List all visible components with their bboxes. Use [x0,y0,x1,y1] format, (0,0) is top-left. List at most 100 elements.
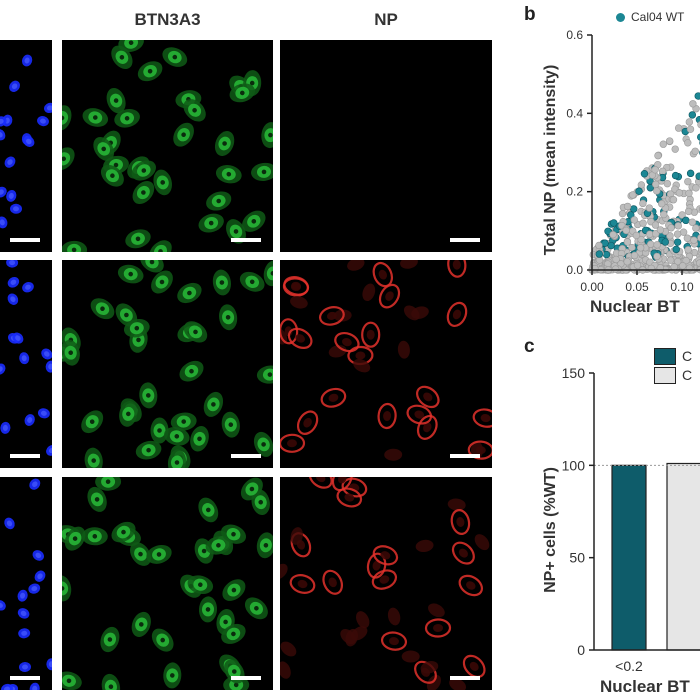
cell [0,421,11,434]
cell [4,156,16,168]
scale-bar [231,676,261,680]
cell [287,327,313,349]
image-panel-r2-btn3a3 [62,260,273,468]
cell [428,603,445,618]
cell [81,527,108,546]
scatter-point [654,151,662,160]
cell [229,83,256,103]
cell [221,411,240,438]
cell [401,650,420,663]
cell [137,61,163,82]
cell [320,387,347,408]
cell [9,80,21,92]
scatter-point [682,216,690,225]
x-tick-label: 0.05 [625,280,649,294]
y-tick-label: 0 [577,642,585,658]
cell [0,128,6,141]
cell [334,331,360,353]
cell [347,260,365,271]
scatter-point [694,92,700,100]
cell [216,609,235,635]
cell [0,600,6,611]
scatter-point [684,246,692,254]
y-tick-label: 0.0 [566,263,583,277]
scatter-point [656,226,665,234]
cell [6,260,19,268]
scatter-point [665,137,674,145]
cell [62,240,88,252]
cell [163,662,182,689]
scatter-point [688,111,697,119]
cell [406,404,433,425]
cell [296,410,319,435]
scatter-point [653,241,661,249]
cell [187,575,214,595]
legend-label-c1: C [682,348,693,364]
cell [95,477,122,491]
scatter-point [636,244,645,252]
cell [219,304,238,331]
scatter-point [672,245,680,254]
cell [12,332,24,344]
cell [62,575,72,602]
cell [280,563,288,580]
cell [45,360,52,373]
scatter-point [688,218,697,226]
scatter-point [673,238,682,246]
scatter-point [609,230,617,239]
cell [290,296,308,309]
image-panel-r3-np [280,477,492,690]
cell [447,260,467,278]
y-tick-label: 0.4 [566,106,583,120]
scatter-point [633,261,642,269]
scatter-point [669,196,678,204]
bars [611,462,700,651]
cell [198,596,218,623]
scatter-point [697,121,700,129]
legend-swatch-gray [654,367,676,384]
cell [62,339,80,366]
cell [37,408,50,419]
cell [0,186,7,198]
cell [446,301,468,327]
cell [28,583,41,594]
cell [84,447,103,468]
scatter-point [697,133,700,141]
cell [34,570,46,582]
cell [190,426,209,452]
cell [162,47,188,67]
cell [450,509,471,535]
cell [256,365,273,384]
scatter-point [611,265,620,273]
image-panel-r2-dapi [0,260,52,468]
scatter-point [601,239,609,247]
scatter-point [660,210,668,219]
cell [139,382,158,409]
cell [0,116,7,127]
cell [372,545,399,566]
cell [206,191,232,211]
scatter-point [658,167,667,175]
legend-dot-icon [616,13,625,23]
cell [451,541,475,565]
cell [240,477,263,501]
cell [0,363,6,375]
cell [400,260,418,269]
legend-label-c2: C [682,367,693,383]
scatter-point [646,184,655,192]
cell [244,597,268,620]
cell [256,532,273,559]
y-tick-label: 100 [562,457,586,473]
panel-letter-c: c [524,336,535,357]
scale-bar [10,676,40,680]
cell [179,360,204,382]
scatter-point [618,209,627,218]
cell [153,169,172,196]
cell [380,631,408,651]
scatter-point [630,216,638,224]
cell [198,213,224,233]
cell [362,283,376,302]
scatter-point [623,258,631,266]
cell [41,348,52,360]
x-tick-label: 0.10 [670,280,694,294]
